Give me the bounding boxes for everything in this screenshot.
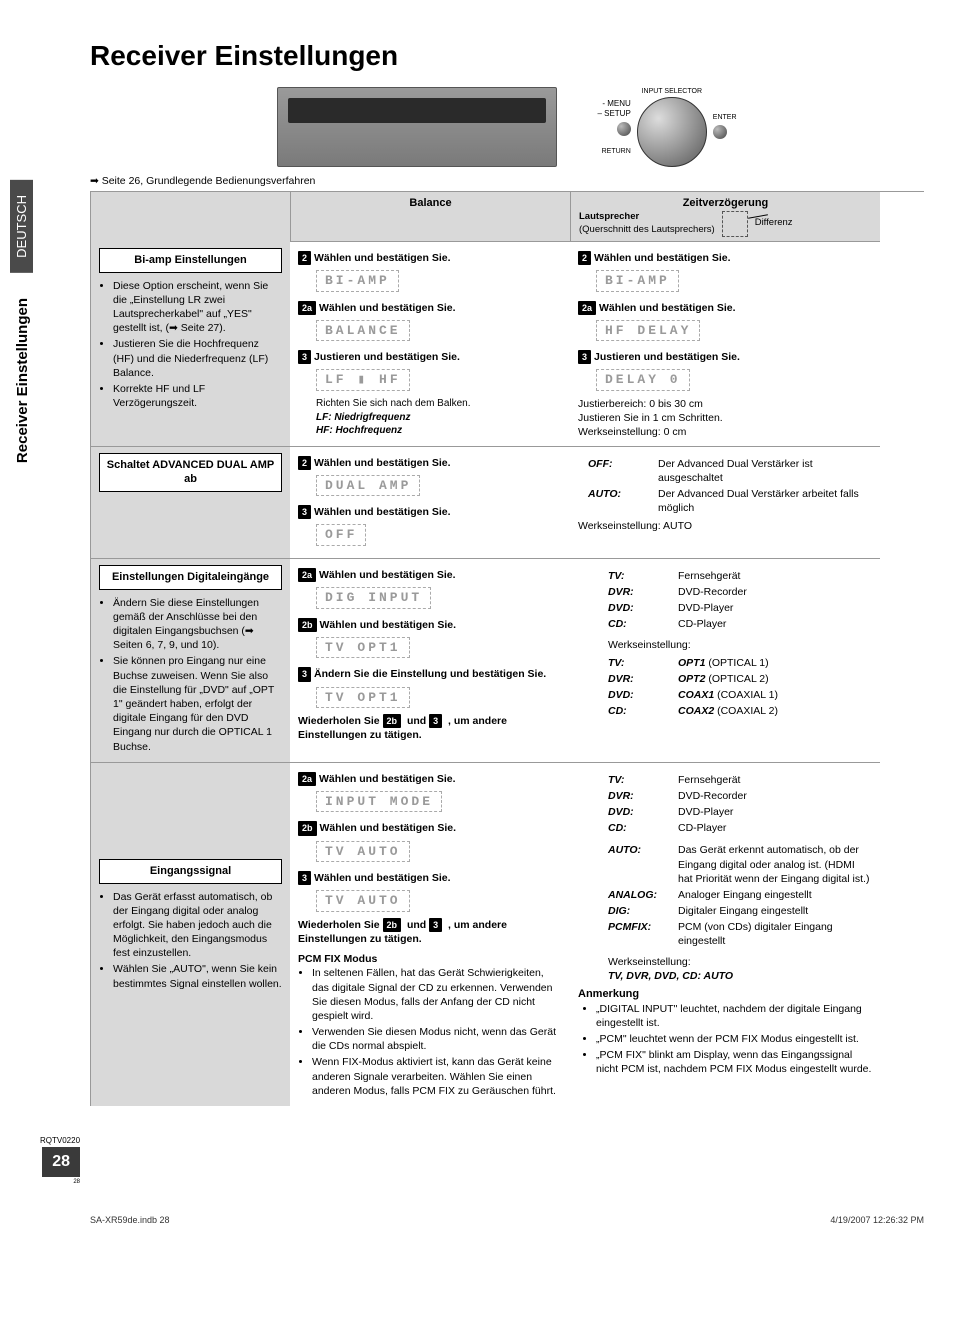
- lcd-display: TV AUTO: [316, 890, 410, 912]
- lcd-display: LF ▮ HF: [316, 369, 410, 391]
- col-header-balance: Balance: [290, 192, 570, 242]
- row-diginput-mid: 2aWählen und bestätigen Sie. DIG INPUT 2…: [290, 559, 570, 763]
- lcd-display: BALANCE: [316, 320, 410, 342]
- device-illustration: - MENU – SETUP RETURN INPUT SELECTOR ENT…: [90, 87, 924, 167]
- lcd-display: BI-AMP: [316, 270, 399, 292]
- row-biamp-right: 2Wählen und bestätigen Sie. BI-AMP 2aWäh…: [570, 242, 880, 447]
- speaker-diagram-icon: [722, 211, 748, 237]
- enter-label: ENTER: [713, 114, 737, 121]
- enter-button-icon: [713, 125, 727, 139]
- page-footer: RQTV0220 28 28: [40, 1136, 924, 1185]
- row-biamp-mid: 2Wählen und bestätigen Sie. BI-AMP 2aWäh…: [290, 242, 570, 447]
- lcd-display: INPUT MODE: [316, 791, 442, 813]
- knob-diagram: - MENU – SETUP RETURN INPUT SELECTOR ENT…: [597, 88, 736, 167]
- row-inputsignal-left: Eingangssignal Das Gerät erfasst automat…: [90, 763, 290, 1106]
- input-selector-label: INPUT SELECTOR: [637, 88, 707, 95]
- diginput-title: Einstellungen Digitaleingänge: [99, 565, 282, 590]
- page-title: Receiver Einstellungen: [90, 40, 924, 72]
- lcd-display: DUAL AMP: [316, 475, 420, 497]
- inputsignal-title: Eingangssignal: [99, 859, 282, 884]
- menu-button-icon: [617, 122, 631, 136]
- lcd-display: OFF: [316, 524, 366, 546]
- section-tab: Receiver Einstellungen: [10, 283, 35, 478]
- lcd-display: BI-AMP: [596, 270, 679, 292]
- settings-table: Balance Zeitverzögerung Lautsprecher (Qu…: [90, 191, 924, 1106]
- col-header-delay: Zeitverzögerung Lautsprecher (Querschnit…: [570, 192, 880, 242]
- row-diginput-right: TV:FernsehgerätDVR:DVD-RecorderDVD:DVD-P…: [570, 559, 880, 763]
- footer-code: RQTV0220: [40, 1136, 80, 1145]
- lcd-display: DELAY 0: [596, 369, 690, 391]
- dualamp-title: Schaltet ADVANCED DUAL AMP ab: [99, 453, 282, 493]
- receiver-icon: [277, 87, 557, 167]
- knob-icon: [637, 97, 707, 167]
- print-timestamp: 4/19/2007 12:26:32 PM: [830, 1215, 924, 1225]
- setup-label: – SETUP: [597, 109, 630, 119]
- language-tab: DEUTSCH: [10, 180, 33, 273]
- row-dualamp-mid: 2Wählen und bestätigen Sie. DUAL AMP 3Wä…: [290, 447, 570, 559]
- return-label: RETURN: [597, 148, 630, 155]
- lcd-display: TV OPT1: [316, 687, 410, 709]
- row-inputsignal-mid: 2aWählen und bestätigen Sie. INPUT MODE …: [290, 763, 570, 1106]
- print-footer: SA-XR59de.indb 28 4/19/2007 12:26:32 PM: [90, 1215, 924, 1225]
- row-inputsignal-right: TV:FernsehgerätDVR:DVD-RecorderDVD:DVD-P…: [570, 763, 880, 1106]
- lcd-display: HF DELAY: [596, 320, 700, 342]
- side-tabs: DEUTSCH Receiver Einstellungen: [10, 180, 40, 488]
- row-biamp-left: Bi-amp Einstellungen Diese Option ersche…: [90, 242, 290, 447]
- lcd-display: TV OPT1: [316, 637, 410, 659]
- lcd-display: DIG INPUT: [316, 587, 431, 609]
- row-dualamp-left: Schaltet ADVANCED DUAL AMP ab: [90, 447, 290, 559]
- biamp-title: Bi-amp Einstellungen: [99, 248, 282, 273]
- page-reference: ➡ Seite 26, Grundlegende Bedienungsverfa…: [90, 175, 924, 187]
- file-path: SA-XR59de.indb 28: [90, 1215, 170, 1225]
- lcd-display: TV AUTO: [316, 841, 410, 863]
- row-dualamp-right: OFF:Der Advanced Dual Verstärker ist aus…: [570, 447, 880, 559]
- menu-label: - MENU: [597, 99, 630, 109]
- row-diginput-left: Einstellungen Digitaleingänge Ändern Sie…: [90, 559, 290, 763]
- page-number: 28: [42, 1147, 80, 1177]
